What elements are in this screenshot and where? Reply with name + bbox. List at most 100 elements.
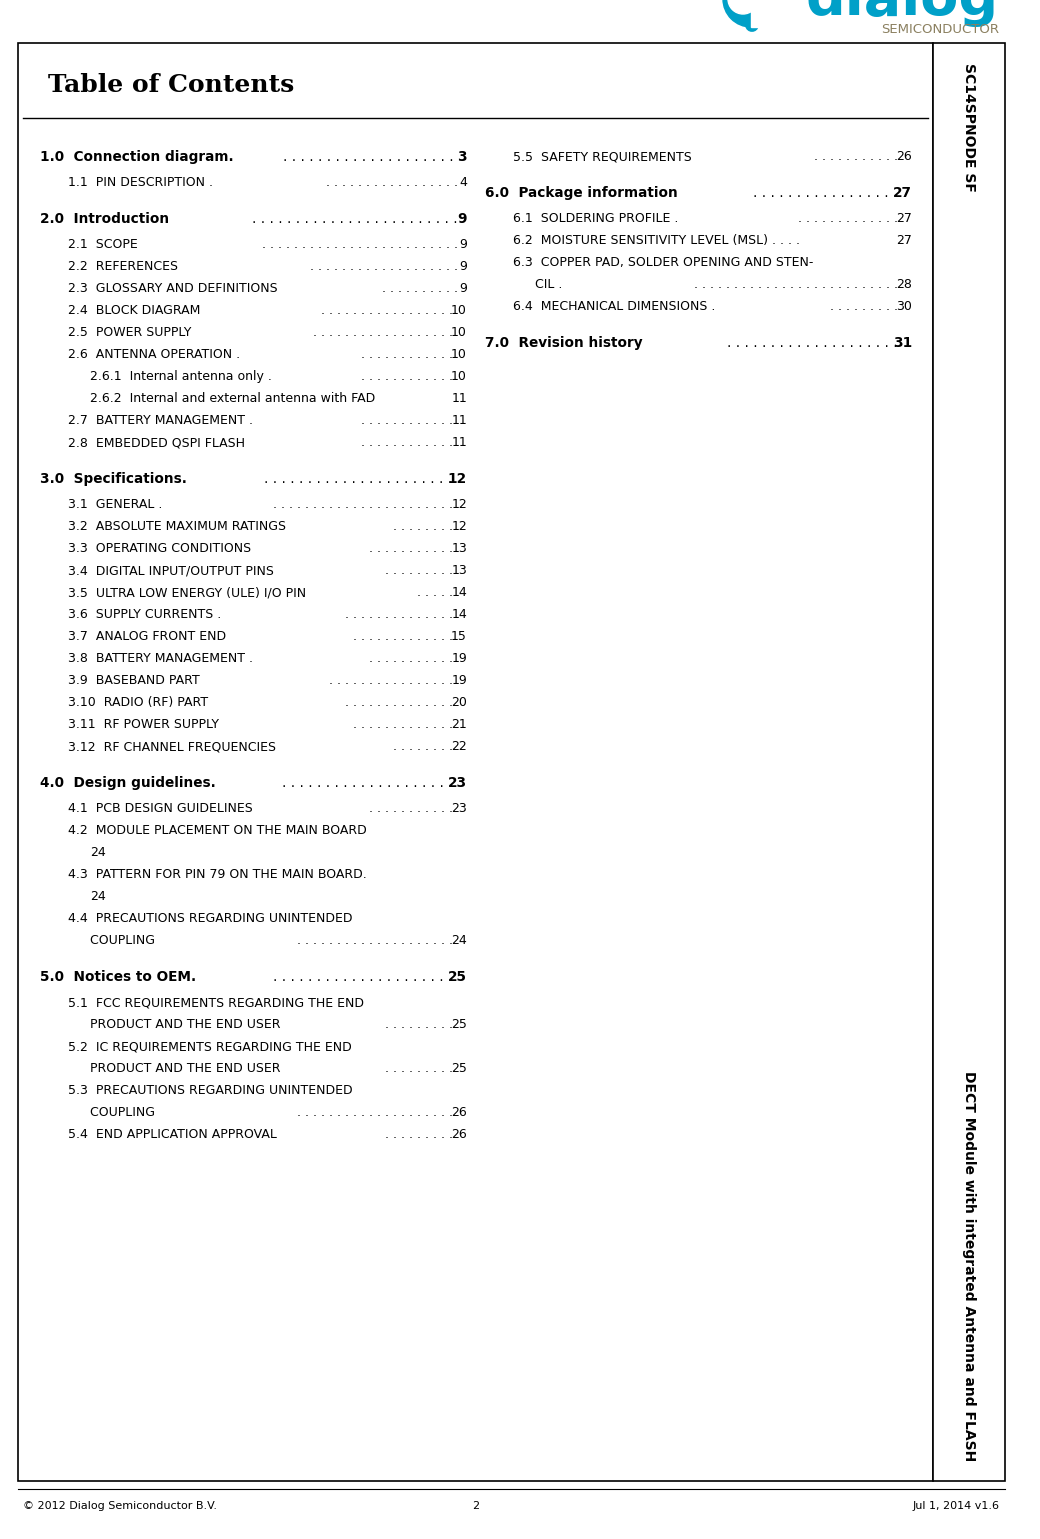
Text: 2.3  GLOSSARY AND DEFINITIONS: 2.3 GLOSSARY AND DEFINITIONS — [68, 282, 286, 295]
Text: 2.8  EMBEDDED QSPI FLASH: 2.8 EMBEDDED QSPI FLASH — [68, 436, 253, 449]
Text: dialog: dialog — [806, 0, 999, 28]
Text: 2.6  ANTENNA OPERATION .: 2.6 ANTENNA OPERATION . — [68, 348, 244, 362]
Text: 3: 3 — [458, 149, 467, 165]
Text: 6.0  Package information: 6.0 Package information — [485, 186, 687, 200]
Text: 5.5  SAFETY REQUIREMENTS: 5.5 SAFETY REQUIREMENTS — [513, 149, 704, 163]
Text: 27: 27 — [896, 234, 912, 246]
Text: 10: 10 — [451, 326, 467, 339]
Text: 24: 24 — [90, 890, 106, 903]
Text: . . . . . . . . . . . . . . . . . . . . . . . . .: . . . . . . . . . . . . . . . . . . . . … — [262, 239, 458, 251]
Text: 30: 30 — [896, 300, 912, 312]
Text: 4.3  PATTERN FOR PIN 79 ON THE MAIN BOARD.: 4.3 PATTERN FOR PIN 79 ON THE MAIN BOARD… — [68, 868, 367, 880]
Text: . . . . . . . . . . . . . .: . . . . . . . . . . . . . . — [345, 608, 453, 622]
Text: 7.0  Revision history: 7.0 Revision history — [485, 336, 652, 349]
Text: 2.5  POWER SUPPLY: 2.5 POWER SUPPLY — [68, 326, 196, 339]
Text: . . . . . . . . . . . . . . . . . . . .: . . . . . . . . . . . . . . . . . . . . — [283, 149, 458, 165]
Text: 26: 26 — [451, 1128, 467, 1140]
Text: 31: 31 — [892, 336, 912, 349]
Text: . . . . . . . . . . . . . . . . . . . . . . . .: . . . . . . . . . . . . . . . . . . . . … — [252, 212, 458, 226]
Text: . . . . . . . . . . . . . . . . . . . .: . . . . . . . . . . . . . . . . . . . . — [297, 934, 453, 946]
Text: . . . . . . . . . . . . . . . . . .: . . . . . . . . . . . . . . . . . . — [313, 326, 453, 339]
Text: 2.6.2  Internal and external antenna with FAD: 2.6.2 Internal and external antenna with… — [90, 392, 384, 405]
Circle shape — [723, 0, 779, 28]
Text: CIL .: CIL . — [535, 279, 567, 291]
Text: . . . . . . . . . . . . . . . . . . . . . . .: . . . . . . . . . . . . . . . . . . . . … — [274, 499, 453, 511]
Bar — [751, 0, 781, 28]
Text: . . . . . . . . . .: . . . . . . . . . . — [382, 282, 458, 295]
Text: COUPLING: COUPLING — [90, 934, 163, 946]
Text: 5.0  Notices to OEM.: 5.0 Notices to OEM. — [40, 970, 197, 983]
Text: . . . . . . . . . . .: . . . . . . . . . . . — [369, 653, 453, 665]
Text: 4.1  PCB DESIGN GUIDELINES: 4.1 PCB DESIGN GUIDELINES — [68, 802, 261, 816]
Text: . . . . .: . . . . . — [417, 586, 453, 599]
Text: . . . . . . . . .: . . . . . . . . . — [385, 1017, 453, 1031]
Text: . . . . . . . . . . . . . . . .: . . . . . . . . . . . . . . . . — [329, 674, 453, 686]
Text: . . . . . . . . .: . . . . . . . . . — [830, 300, 899, 312]
Text: . . . . . . . .: . . . . . . . . — [393, 520, 453, 532]
Text: 10: 10 — [451, 369, 467, 383]
Text: 21: 21 — [451, 719, 467, 731]
Text: . . . . . . . . . . . . . . . . . . . .: . . . . . . . . . . . . . . . . . . . . — [297, 1107, 453, 1119]
Text: 6.1  SOLDERING PROFILE .: 6.1 SOLDERING PROFILE . — [513, 212, 682, 225]
Text: 2.2  REFERENCES: 2.2 REFERENCES — [68, 260, 182, 272]
Text: 5.3  PRECAUTIONS REGARDING UNINTENDED: 5.3 PRECAUTIONS REGARDING UNINTENDED — [68, 1083, 353, 1097]
Text: . . . . . . . . . . . .: . . . . . . . . . . . . — [361, 436, 453, 449]
Bar — [933, 43, 1005, 1481]
Text: 2.0  Introduction: 2.0 Introduction — [40, 212, 179, 226]
Text: 11: 11 — [451, 414, 467, 426]
Text: 2.4  BLOCK DIAGRAM: 2.4 BLOCK DIAGRAM — [68, 305, 208, 317]
Text: 3.10  RADIO (RF) PART: 3.10 RADIO (RF) PART — [68, 696, 216, 709]
Text: 11: 11 — [451, 436, 467, 449]
Text: Jul 1, 2014 v1.6: Jul 1, 2014 v1.6 — [913, 1501, 1000, 1511]
Text: 10: 10 — [451, 305, 467, 317]
Text: 14: 14 — [451, 586, 467, 599]
Text: 2.6.1  Internal antenna only .: 2.6.1 Internal antenna only . — [90, 369, 276, 383]
Text: 3.0  Specifications.: 3.0 Specifications. — [40, 472, 187, 486]
Text: . . . . . . . . . . . . . . . . . . . . .: . . . . . . . . . . . . . . . . . . . . … — [272, 970, 452, 983]
Text: 1.0  Connection diagram.: 1.0 Connection diagram. — [40, 149, 234, 165]
Text: 26: 26 — [896, 149, 912, 163]
Text: 9: 9 — [458, 212, 467, 226]
Text: . . . . . . . . .: . . . . . . . . . — [385, 1128, 453, 1140]
Text: 14: 14 — [451, 608, 467, 622]
Text: 15: 15 — [451, 629, 467, 643]
Text: 6.2  MOISTURE SENSITIVITY LEVEL (MSL) . . . .: 6.2 MOISTURE SENSITIVITY LEVEL (MSL) . .… — [513, 234, 800, 246]
Text: 12: 12 — [451, 520, 467, 532]
Text: 3.1  GENERAL .: 3.1 GENERAL . — [68, 499, 166, 511]
Text: . . . . . . . . .: . . . . . . . . . — [385, 1062, 453, 1076]
Text: . . . . . . . .: . . . . . . . . — [393, 740, 453, 753]
Text: . . . . . . . . . . .: . . . . . . . . . . . — [369, 542, 453, 556]
Text: 3.9  BASEBAND PART: 3.9 BASEBAND PART — [68, 674, 208, 686]
Text: DECT Module with integrated Antenna and FLASH: DECT Module with integrated Antenna and … — [962, 1071, 976, 1461]
Text: 4: 4 — [459, 175, 467, 189]
Text: 3.2  ABSOLUTE MAXIMUM RATINGS: 3.2 ABSOLUTE MAXIMUM RATINGS — [68, 520, 294, 532]
Text: . . . . . . . . . . . . . . . . . . . .: . . . . . . . . . . . . . . . . . . . . — [282, 776, 452, 790]
Text: 22: 22 — [451, 740, 467, 753]
Text: 12: 12 — [448, 472, 467, 486]
Text: . . . . . . . . . . .: . . . . . . . . . . . — [814, 149, 899, 163]
Text: 3.8  BATTERY MANAGEMENT .: 3.8 BATTERY MANAGEMENT . — [68, 653, 257, 665]
Text: 13: 13 — [451, 542, 467, 556]
Text: 3.12  RF CHANNEL FREQUENCIES: 3.12 RF CHANNEL FREQUENCIES — [68, 740, 288, 753]
Text: 6.4  MECHANICAL DIMENSIONS .: 6.4 MECHANICAL DIMENSIONS . — [513, 300, 720, 312]
Text: 23: 23 — [451, 802, 467, 816]
Text: . . . . . . . . . . . . .: . . . . . . . . . . . . . — [354, 719, 453, 731]
Text: 25: 25 — [451, 1062, 467, 1076]
Text: . . . . . . . . . . . . .: . . . . . . . . . . . . . — [798, 212, 899, 225]
Text: 27: 27 — [893, 186, 912, 200]
Text: . . . . . . . . . . . . . . . . .: . . . . . . . . . . . . . . . . . — [321, 305, 453, 317]
Text: COUPLING: COUPLING — [90, 1107, 163, 1119]
Text: 2.1  SCOPE: 2.1 SCOPE — [68, 239, 141, 251]
Text: SC14SPNODE SF: SC14SPNODE SF — [962, 63, 976, 192]
Text: . . . . . . . . . . . .: . . . . . . . . . . . . — [361, 369, 453, 383]
Text: 4.0  Design guidelines.: 4.0 Design guidelines. — [40, 776, 215, 790]
Text: 9: 9 — [459, 282, 467, 295]
Text: 9: 9 — [459, 260, 467, 272]
Text: 2: 2 — [472, 1501, 479, 1511]
Text: . . . . . . . . . . . . . . . . .: . . . . . . . . . . . . . . . . . — [753, 186, 898, 200]
Text: 11: 11 — [451, 392, 467, 405]
Text: 19: 19 — [451, 674, 467, 686]
Text: 19: 19 — [451, 653, 467, 665]
Circle shape — [728, 0, 758, 14]
Text: 3.7  ANALOG FRONT END: 3.7 ANALOG FRONT END — [68, 629, 234, 643]
